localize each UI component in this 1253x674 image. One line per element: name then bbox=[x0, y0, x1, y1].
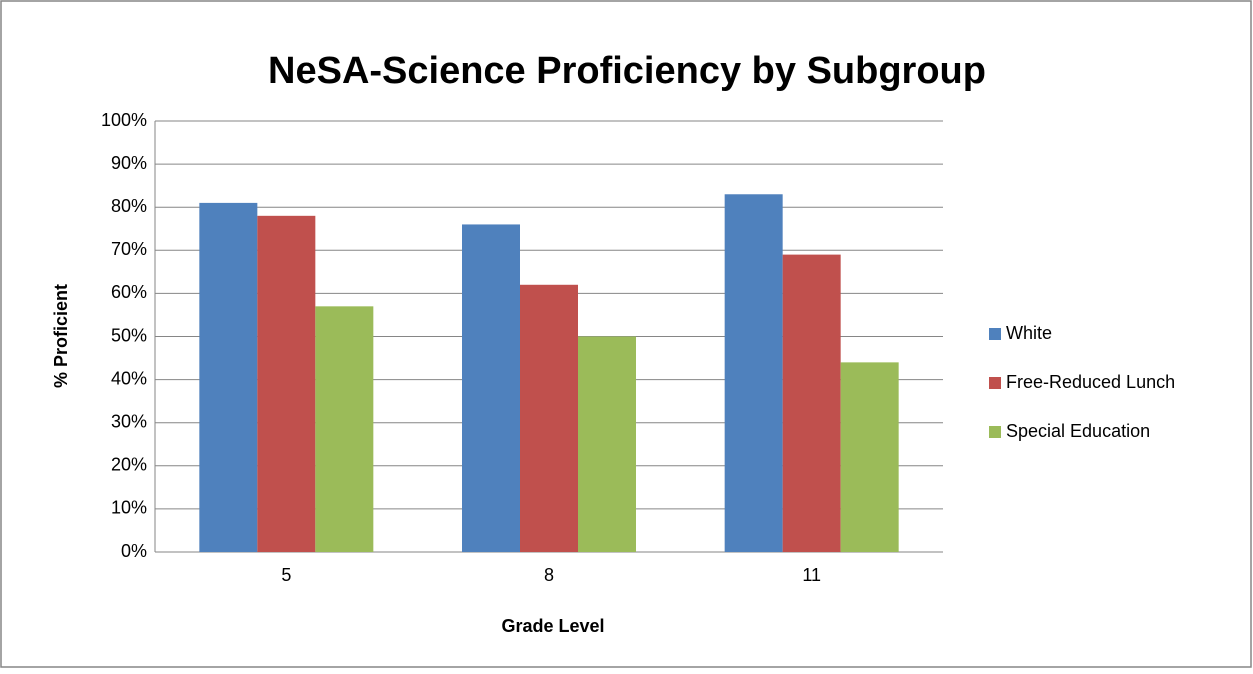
x-tick-label: 11 bbox=[802, 565, 821, 585]
legend-swatch bbox=[989, 328, 1001, 340]
bar bbox=[578, 336, 636, 552]
bar bbox=[199, 202, 258, 552]
legend-label: Special Education bbox=[1006, 421, 1150, 441]
y-tick-label: 70% bbox=[111, 239, 147, 259]
bar bbox=[520, 284, 578, 552]
y-tick-label: 30% bbox=[111, 411, 147, 431]
y-tick-label: 0% bbox=[121, 541, 147, 561]
y-tick-label: 100% bbox=[101, 110, 147, 130]
y-tick-label: 20% bbox=[111, 455, 147, 475]
y-tick-label: 90% bbox=[111, 153, 147, 173]
x-axis-label: Grade Level bbox=[501, 616, 604, 636]
y-axis-label: % Proficient bbox=[51, 284, 71, 388]
bar bbox=[724, 194, 783, 552]
bar bbox=[782, 254, 841, 553]
x-tick-label: 8 bbox=[544, 565, 554, 585]
y-tick-label: 10% bbox=[111, 498, 147, 518]
x-tick-label: 5 bbox=[281, 565, 291, 585]
bar bbox=[257, 215, 316, 552]
bar bbox=[462, 224, 520, 552]
legend-swatch bbox=[989, 377, 1001, 389]
legend-label: Free-Reduced Lunch bbox=[1006, 372, 1175, 392]
chart-title: NeSA-Science Proficiency by Subgroup bbox=[268, 50, 986, 92]
legend-label: White bbox=[1006, 323, 1052, 343]
legend-swatch bbox=[989, 426, 1001, 438]
y-tick-label: 80% bbox=[111, 196, 147, 216]
y-tick-label: 60% bbox=[111, 282, 147, 302]
bar bbox=[840, 362, 899, 552]
y-tick-label: 50% bbox=[111, 325, 147, 345]
y-tick-label: 40% bbox=[111, 368, 147, 388]
bar bbox=[315, 306, 374, 552]
